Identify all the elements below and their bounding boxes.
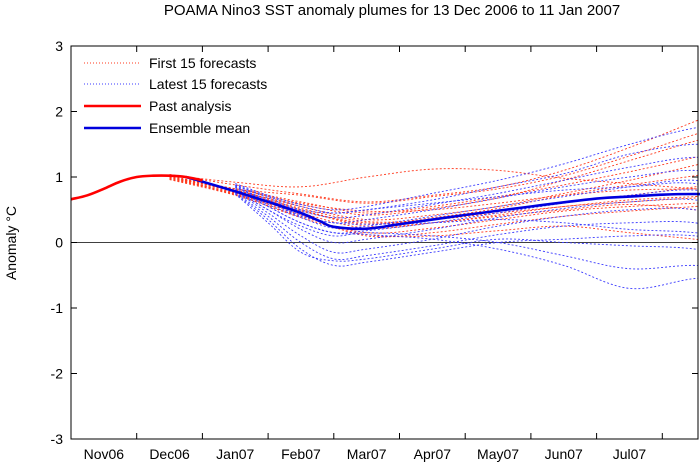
y-tick-label: -2 [51, 366, 64, 382]
latest-forecasts-group [235, 126, 698, 290]
first-forecast-line [169, 177, 698, 238]
chart-title: POAMA Nino3 SST anomaly plumes for 13 De… [164, 2, 620, 19]
x-tick-label: Dec06 [149, 446, 190, 462]
latest-forecast-line [235, 189, 698, 270]
first-forecast-line [169, 174, 698, 225]
y-tick-label: -3 [51, 431, 64, 447]
legend-label-latest-forecasts: Latest 15 forecasts [149, 76, 267, 92]
y-axis-ticks: 3 2 1 0 -1 -2 -3 [51, 38, 698, 447]
legend-label-ensemble-mean: Ensemble mean [149, 120, 250, 136]
plot-area [70, 119, 700, 290]
x-tick-label: Nov06 [84, 446, 125, 462]
y-tick-label: 1 [55, 169, 63, 185]
first-forecast-line [169, 175, 698, 223]
first-forecast-line [169, 176, 698, 212]
x-tick-label: Jul07 [613, 446, 647, 462]
x-tick-label: May07 [477, 446, 519, 462]
latest-forecast-line [235, 156, 698, 219]
latest-forecast-line [235, 185, 698, 234]
latest-forecast-line [235, 188, 698, 290]
legend: First 15 forecasts Latest 15 forecasts P… [84, 55, 267, 136]
x-axis-ticks: Nov06 Dec06 Jan07 Feb07 Mar07 Apr07 May07 Jun07… [84, 46, 663, 462]
main-lines-group [70, 174, 700, 231]
latest-forecast-line [235, 143, 698, 214]
latest-forecast-line [235, 179, 698, 230]
y-tick-label: 2 [55, 104, 63, 120]
y-axis-label: Anomaly °C [3, 206, 19, 280]
first-forecast-line [169, 139, 698, 216]
legend-label-past-analysis: Past analysis [149, 98, 231, 114]
latest-forecast-line [235, 191, 698, 254]
ensemble-mean-line [185, 175, 700, 231]
first-forecast-line [169, 168, 698, 190]
latest-forecast-line [235, 182, 698, 214]
x-tick-label: Feb07 [281, 446, 321, 462]
y-tick-label: 0 [55, 235, 63, 251]
latest-forecast-line [235, 193, 698, 262]
y-tick-label: 3 [55, 38, 63, 54]
x-tick-label: Jun07 [545, 446, 583, 462]
first-forecast-line [169, 178, 698, 240]
first-forecast-line [169, 133, 698, 204]
x-tick-label: Jan07 [216, 446, 254, 462]
first-forecast-line [169, 178, 698, 224]
x-tick-label: Apr07 [414, 446, 452, 462]
y-tick-label: -1 [51, 300, 64, 316]
legend-label-first-forecasts: First 15 forecasts [149, 55, 256, 71]
latest-forecast-line [235, 126, 698, 211]
latest-forecast-line [235, 193, 698, 267]
x-tick-label: Mar07 [347, 446, 387, 462]
latest-forecast-line [235, 169, 698, 224]
first-forecast-line [169, 164, 698, 221]
past-analysis-line [70, 174, 203, 201]
